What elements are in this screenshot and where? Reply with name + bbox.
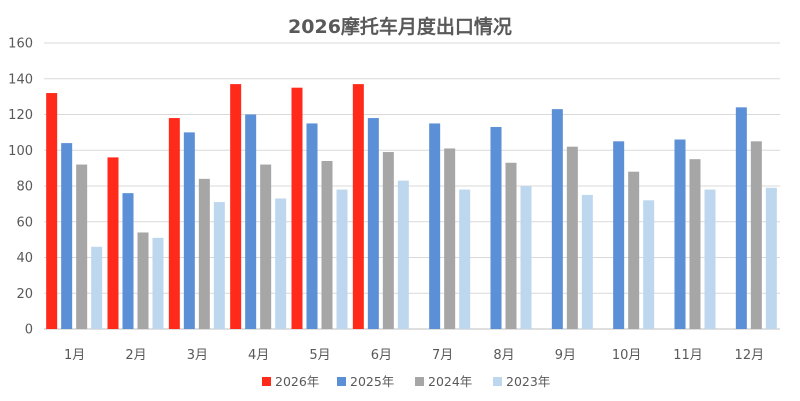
y-axis: 0 20 40 60 80 100 120 140 160 bbox=[8, 37, 33, 338]
legend-swatch bbox=[337, 377, 346, 386]
y-tick-label: 0 bbox=[25, 323, 33, 338]
bar bbox=[291, 87, 303, 329]
x-tick-label: 1月 bbox=[64, 348, 85, 363]
y-tick-label: 80 bbox=[16, 180, 33, 195]
bar bbox=[520, 186, 532, 329]
bar bbox=[321, 160, 333, 329]
x-tick-label: 12月 bbox=[735, 348, 765, 363]
y-tick-label: 60 bbox=[16, 215, 33, 230]
bar bbox=[643, 200, 655, 329]
bar bbox=[750, 141, 762, 329]
y-tick-label: 20 bbox=[16, 287, 33, 302]
x-tick-label: 3月 bbox=[187, 348, 208, 363]
bar bbox=[183, 132, 195, 329]
bar bbox=[46, 93, 58, 329]
y-tick-label: 40 bbox=[16, 251, 33, 266]
x-tick-label: 11月 bbox=[673, 348, 703, 363]
grid-lines bbox=[44, 42, 780, 330]
bar bbox=[459, 189, 471, 329]
bar bbox=[76, 164, 88, 329]
bar bbox=[213, 202, 225, 329]
bar bbox=[336, 189, 348, 329]
bar bbox=[674, 139, 686, 329]
bar bbox=[275, 198, 287, 329]
x-tick-label: 8月 bbox=[493, 348, 514, 363]
bar bbox=[444, 148, 456, 329]
bar bbox=[490, 127, 502, 329]
legend-item: 2026年 bbox=[262, 374, 319, 389]
bar bbox=[704, 189, 716, 329]
legend-label: 2025年 bbox=[350, 374, 394, 389]
x-tick-label: 5月 bbox=[309, 348, 330, 363]
bar bbox=[168, 118, 180, 329]
bar bbox=[551, 109, 563, 329]
bar bbox=[505, 162, 517, 329]
chart-title: 2026摩托车月度出口情况 bbox=[288, 15, 512, 38]
legend-item: 2024年 bbox=[415, 374, 472, 389]
bar bbox=[613, 141, 625, 329]
bar bbox=[628, 171, 640, 329]
legend-item: 2025年 bbox=[337, 374, 394, 389]
bar bbox=[765, 187, 777, 329]
bar bbox=[566, 146, 578, 329]
x-axis: 1月 2月 3月 4月 5月 6月 7月 8月 9月 10月 11月 12月 bbox=[64, 348, 764, 363]
bar bbox=[306, 123, 318, 329]
bar bbox=[429, 123, 441, 329]
legend-item: 2023年 bbox=[493, 374, 550, 389]
legend-label: 2024年 bbox=[428, 374, 472, 389]
bar bbox=[152, 237, 164, 329]
x-tick-label: 4月 bbox=[248, 348, 269, 363]
legend: 2026年 2025年 2024年 2023年 bbox=[262, 374, 550, 389]
legend-swatch bbox=[262, 377, 271, 386]
legend-swatch bbox=[415, 377, 424, 386]
bar bbox=[397, 180, 409, 329]
bar bbox=[137, 232, 149, 329]
bar bbox=[581, 194, 593, 329]
bar bbox=[245, 114, 257, 329]
bar bbox=[382, 152, 394, 329]
bar bbox=[122, 193, 134, 329]
x-tick-label: 6月 bbox=[371, 348, 392, 363]
x-tick-label: 10月 bbox=[612, 348, 642, 363]
bar bbox=[689, 159, 701, 329]
x-tick-label: 2月 bbox=[125, 348, 146, 363]
x-tick-label: 7月 bbox=[432, 348, 453, 363]
bar bbox=[61, 143, 73, 329]
bar bbox=[735, 107, 747, 329]
legend-swatch bbox=[493, 377, 502, 386]
legend-label: 2023年 bbox=[506, 374, 550, 389]
bar bbox=[367, 118, 379, 329]
bar bbox=[91, 246, 103, 329]
y-tick-label: 100 bbox=[8, 144, 33, 159]
bar bbox=[198, 178, 210, 329]
x-tick-label: 9月 bbox=[555, 348, 576, 363]
bar bbox=[107, 157, 119, 329]
bar bbox=[352, 84, 364, 329]
legend-label: 2026年 bbox=[275, 374, 319, 389]
bars bbox=[46, 84, 777, 329]
bar bbox=[230, 84, 242, 329]
y-tick-label: 140 bbox=[8, 72, 33, 87]
y-tick-label: 160 bbox=[8, 37, 33, 52]
y-tick-label: 120 bbox=[8, 108, 33, 123]
bar bbox=[260, 164, 272, 329]
